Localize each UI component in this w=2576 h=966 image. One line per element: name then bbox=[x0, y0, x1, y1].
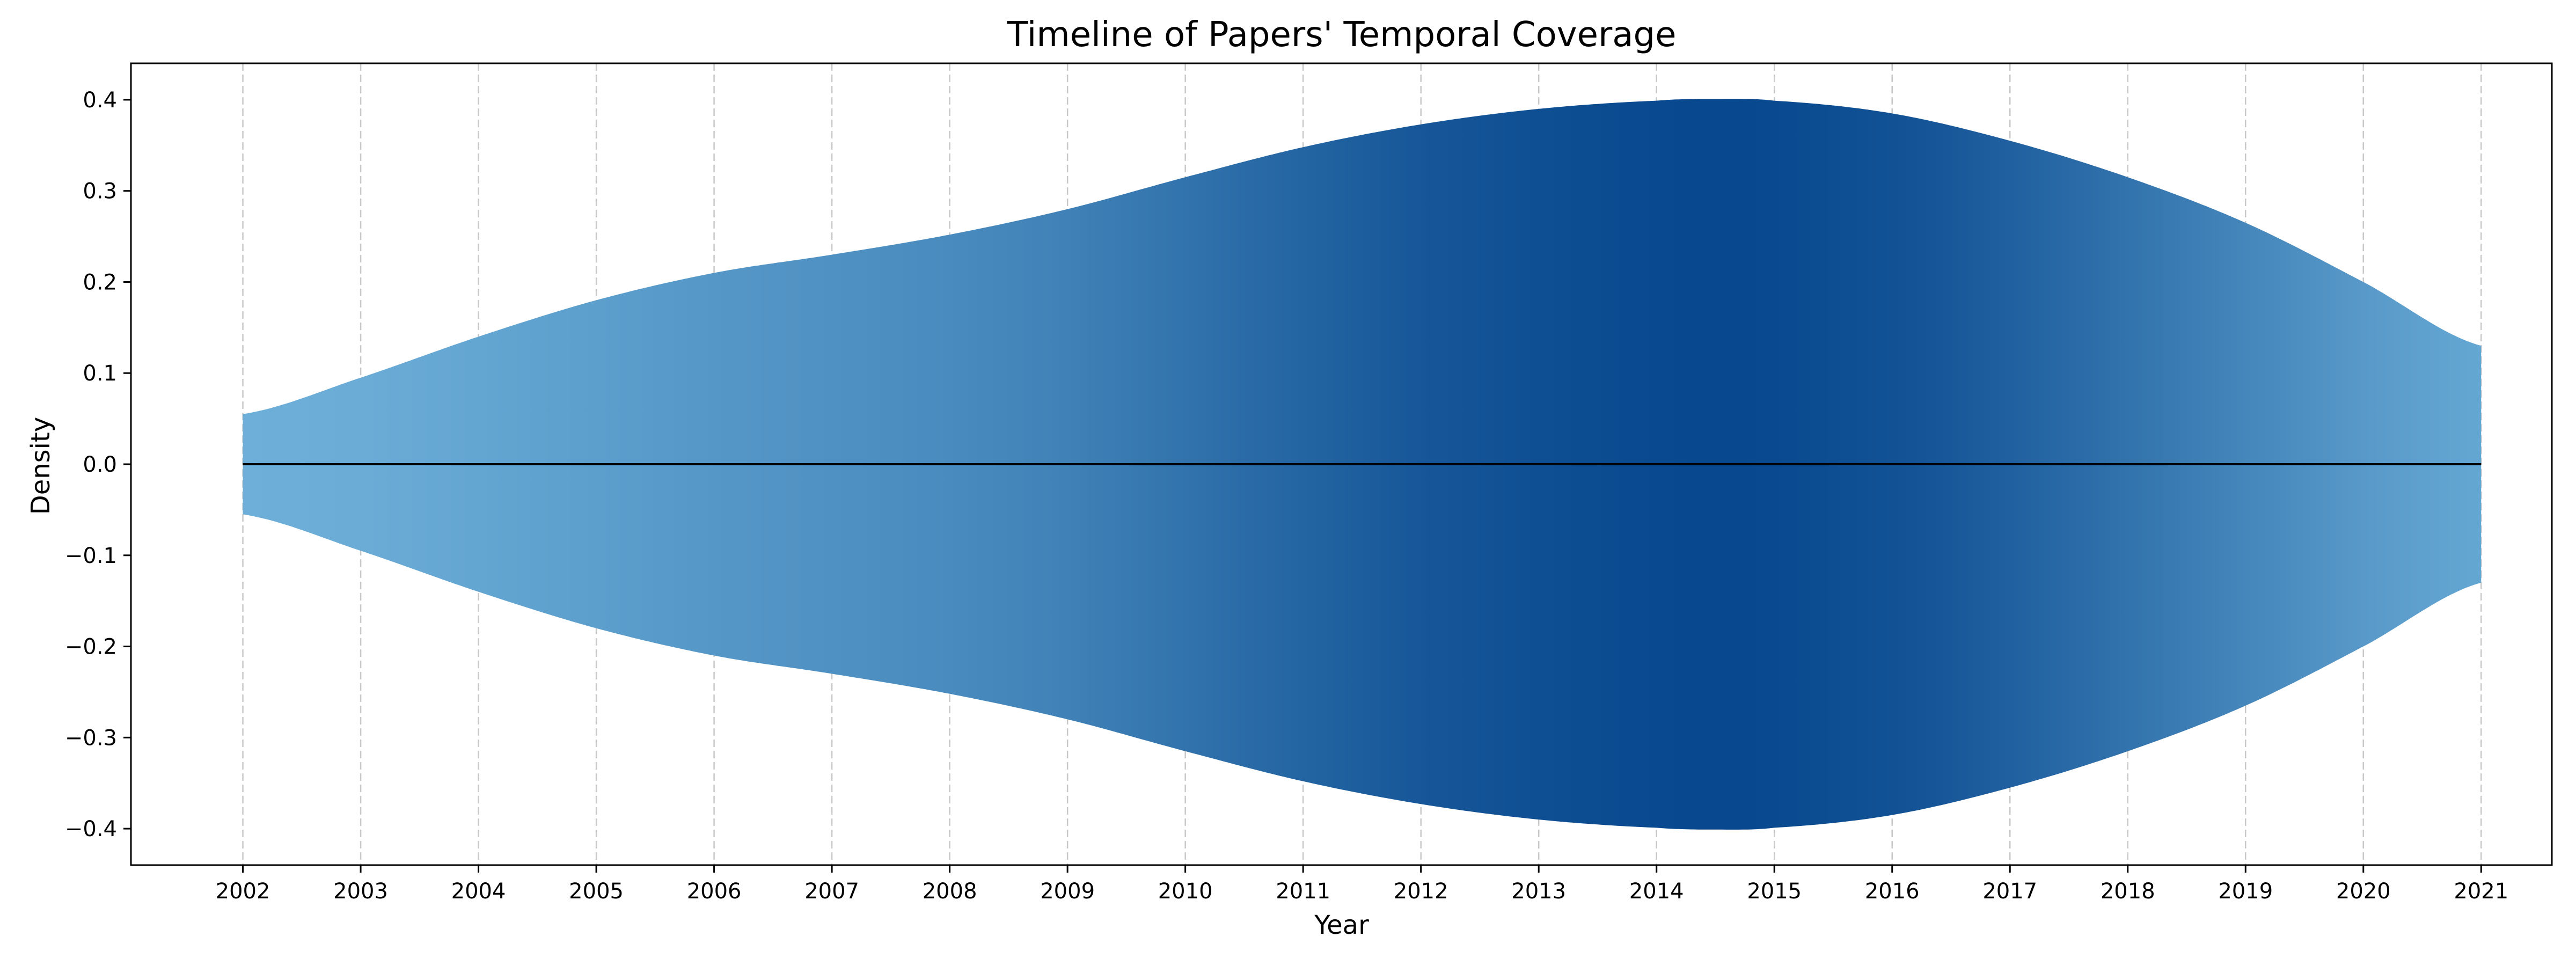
y-tick-label: −0.2 bbox=[65, 635, 117, 660]
x-tick-label: 2018 bbox=[2101, 879, 2155, 904]
x-tick-label: 2006 bbox=[687, 879, 742, 904]
x-tick-label: 2013 bbox=[1511, 879, 1566, 904]
y-tick-label: −0.4 bbox=[65, 817, 117, 841]
x-tick-label: 2010 bbox=[1158, 879, 1213, 904]
x-tick-label: 2011 bbox=[1276, 879, 1330, 904]
x-tick-label: 2014 bbox=[1629, 879, 1684, 904]
y-tick-label: −0.1 bbox=[65, 544, 117, 568]
y-axis-label: Density bbox=[26, 417, 56, 515]
x-tick-label: 2021 bbox=[2454, 879, 2508, 904]
ticks: 2002 2003 2004 2005 2006 2007 2008 2009 2010 2011… bbox=[65, 88, 2508, 904]
x-tick-label: 2002 bbox=[216, 879, 270, 904]
y-tick-label: 0.4 bbox=[83, 88, 117, 113]
x-tick-label: 2015 bbox=[1747, 879, 1802, 904]
x-tick-label: 2009 bbox=[1040, 879, 1095, 904]
series-layer bbox=[243, 99, 2482, 830]
x-tick-label: 2007 bbox=[804, 879, 859, 904]
y-tick-label: 0.2 bbox=[83, 270, 117, 295]
x-tick-label: 2012 bbox=[1394, 879, 1448, 904]
x-tick-label: 2004 bbox=[451, 879, 506, 904]
x-tick-label: 2020 bbox=[2336, 879, 2391, 904]
y-tick-label: −0.3 bbox=[65, 726, 117, 750]
chart-title: Timeline of Papers' Temporal Coverage bbox=[1006, 15, 1676, 55]
y-tick-label: 0.0 bbox=[83, 452, 117, 477]
y-tick-label: 0.1 bbox=[83, 361, 117, 386]
x-tick-label: 2005 bbox=[569, 879, 624, 904]
x-tick-label: 2017 bbox=[1982, 879, 2037, 904]
x-tick-label: 2019 bbox=[2218, 879, 2273, 904]
x-axis-label: Year bbox=[1314, 910, 1369, 940]
x-tick-label: 2016 bbox=[1865, 879, 1920, 904]
y-tick-label: 0.3 bbox=[83, 179, 117, 204]
x-tick-label: 2003 bbox=[333, 879, 388, 904]
x-tick-label: 2008 bbox=[923, 879, 977, 904]
